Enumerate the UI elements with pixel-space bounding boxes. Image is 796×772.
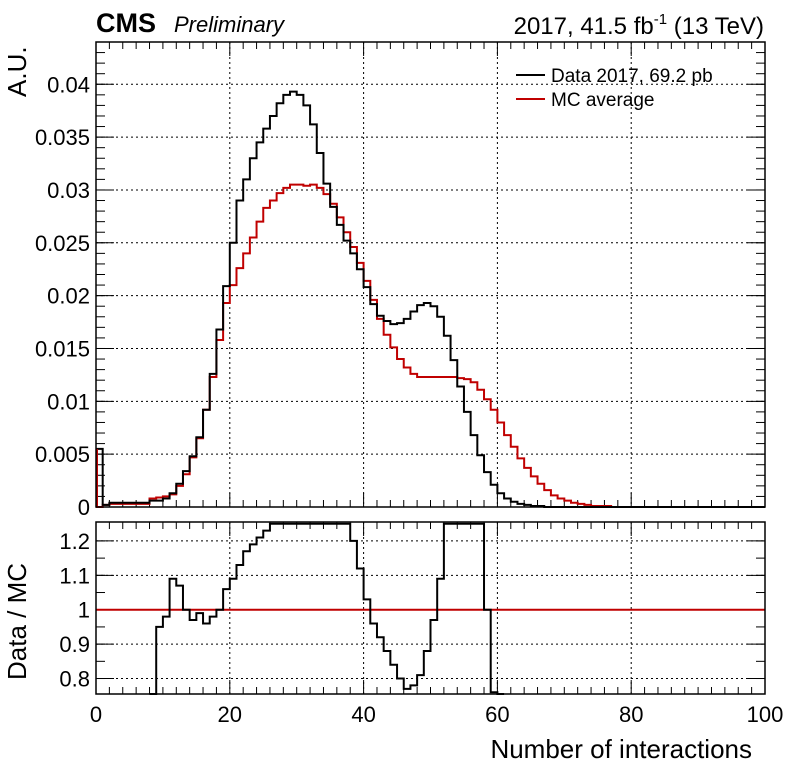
x-tick-label: 80 <box>619 702 643 727</box>
ratio-y-tick-label: 0.9 <box>59 632 90 657</box>
main-y-tick-label: 0.02 <box>47 284 90 309</box>
x-tick-label: 0 <box>90 702 102 727</box>
main-y-tick-label: 0.015 <box>35 336 90 361</box>
legend-data-label: Data 2017, 69.2 pb <box>551 66 713 87</box>
ratio-panel: 0.8 0.9 1 1.1 1.2 Data / MC 0 20 40 60 80 100 Num… <box>2 521 783 764</box>
main-y-tick-label: 0 <box>78 495 90 520</box>
ratio-y-axis-title: Data / MC <box>2 563 32 680</box>
ratio-ticks <box>95 522 766 694</box>
ratio-grid <box>96 522 765 694</box>
ratio-histogram <box>149 522 505 695</box>
x-tick-label: 60 <box>485 702 509 727</box>
main-y-tick-label: 0.025 <box>35 231 90 256</box>
ratio-y-tick-label: 1.2 <box>59 529 90 554</box>
ratio-series <box>96 522 765 695</box>
x-tick-label: 100 <box>747 702 784 727</box>
lumi-exponent: -1 <box>654 11 667 28</box>
lumi-prefix: 2017, 41.5 fb <box>514 13 654 40</box>
mc-histogram <box>96 183 765 508</box>
cms-label: CMS <box>96 8 156 38</box>
main-y-tick-labels: 0 0.005 0.01 0.015 0.02 0.025 0.03 0.035 0.04 <box>35 72 90 520</box>
ratio-y-tick-label: 1.1 <box>59 563 90 588</box>
ratio-y-tick-labels: 0.8 0.9 1 1.1 1.2 <box>59 529 90 692</box>
ratio-y-tick-label: 0.8 <box>59 667 90 692</box>
main-panel: 0 0.005 0.01 0.015 0.02 0.025 0.03 0.035 0.04 A.… <box>2 41 766 520</box>
main-grid <box>96 42 765 507</box>
legend: Data 2017, 69.2 pb MC average <box>516 66 713 111</box>
luminosity-label: 2017, 41.5 fb-1 (13 TeV) <box>514 11 764 40</box>
main-y-tick-label: 0.04 <box>47 72 90 97</box>
ratio-frame <box>95 521 766 695</box>
main-y-tick-label: 0.005 <box>35 442 90 467</box>
main-y-tick-label: 0.035 <box>35 125 90 150</box>
main-y-tick-label: 0.03 <box>47 178 90 203</box>
main-y-tick-label: 0.01 <box>47 389 90 414</box>
legend-mc-label: MC average <box>551 90 655 111</box>
x-tick-labels: 0 20 40 60 80 100 <box>90 702 783 727</box>
main-y-axis-title: A.U. <box>2 46 32 97</box>
x-tick-label: 20 <box>218 702 242 727</box>
x-axis-title: Number of interactions <box>490 734 752 764</box>
main-series <box>96 90 765 508</box>
data-histogram <box>96 90 765 508</box>
preliminary-label: Preliminary <box>174 12 286 37</box>
lumi-suffix: (13 TeV) <box>667 13 764 40</box>
x-tick-label: 40 <box>351 702 375 727</box>
main-frame <box>95 41 766 508</box>
ratio-y-tick-label: 1 <box>78 598 90 623</box>
